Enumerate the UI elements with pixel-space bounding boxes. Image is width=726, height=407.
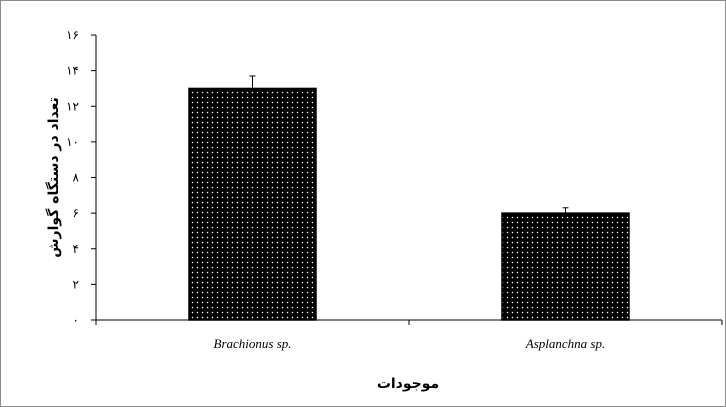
x-axis-title: موجودات	[377, 376, 439, 392]
bar	[188, 87, 317, 321]
y-tick-label: ۲	[73, 277, 79, 291]
x-tick-label: Asplanchna sp.	[525, 336, 605, 351]
y-tick-label: ۶	[73, 206, 79, 220]
y-tick-label: ۱۶	[66, 28, 79, 42]
x-tick-label: Brachionus sp.	[214, 336, 292, 351]
y-tick-label: ۱۴	[66, 64, 79, 78]
y-axis-title: تعداد در دستگاه گوارش	[45, 97, 62, 258]
y-axis: ۰ ۲ ۴ ۶ ۸ ۱۰ ۱۲ ۱۴ ۱۶	[66, 28, 97, 327]
y-tick-label: ۱۲	[66, 99, 79, 113]
y-tick-label: ۸	[73, 171, 80, 185]
y-tick-label: ۴	[73, 242, 79, 256]
y-tick-label: ۱۰	[66, 135, 79, 149]
y-tick-label: ۰	[73, 313, 79, 327]
bar	[501, 212, 630, 321]
bars: Brachionus sp. Asplanchna sp.	[188, 75, 630, 351]
